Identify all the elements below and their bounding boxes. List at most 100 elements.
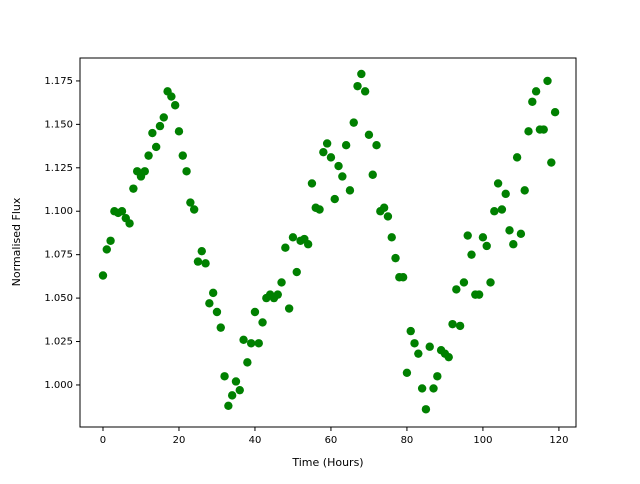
scatter-point [425,342,434,351]
scatter-point [106,236,115,245]
scatter-point [455,321,465,331]
scatter-point [117,207,127,216]
scatter-point [235,385,244,395]
scatter-point [379,203,389,212]
x-tick-label: 40 [249,435,262,446]
scatter-point [357,69,366,79]
scatter-point [398,273,408,282]
scatter-point [288,233,298,242]
scatter-point [254,339,263,348]
scatter-point [360,87,370,96]
scatter-point [208,288,218,298]
scatter-point [277,278,286,287]
y-tick-label: 1.100 [44,206,73,217]
scatter-point [303,240,313,249]
scatter-point [414,349,423,358]
x-tick-label: 120 [549,435,568,446]
scatter-point [334,161,343,171]
scatter-point [281,243,290,252]
scatter-point [467,250,476,259]
scatter-point [520,186,529,195]
scatter-point [417,384,427,393]
scatter-point [383,212,393,221]
scatter-point [174,127,184,136]
scatter-point [182,167,191,176]
scatter-point [490,207,499,216]
scatter-point [391,253,400,263]
scatter-point [448,319,457,329]
scatter-point [292,267,301,277]
scatter-point [193,257,203,266]
scatter-point [151,142,161,152]
scatter-point [189,205,199,214]
scatter-point [129,184,138,193]
scatter-point [463,231,472,240]
scatter-point [482,241,491,251]
scatter-point [402,368,412,377]
scatter-point [140,167,149,176]
x-tick-label: 80 [401,435,414,446]
scatter-point [186,198,195,207]
x-tick-label: 100 [473,435,492,446]
y-tick-label: 1.125 [44,163,73,174]
scatter-point [197,246,206,256]
scatter-point [387,233,396,242]
scatter-point [159,113,168,122]
scatter-point [452,285,461,294]
scatter-point [231,377,241,386]
scatter-point [170,101,180,110]
scatter-point [509,240,518,249]
scatter-point [478,233,488,242]
scatter-point [102,245,111,254]
scatter-point [349,118,358,127]
scatter-point [258,318,267,327]
scatter-point [505,226,514,235]
scatter-point [224,401,233,411]
scatter-point [421,405,431,414]
x-tick-label: 20 [173,435,186,446]
scatter-point [284,304,294,313]
scatter-point [406,326,415,336]
scatter-point [528,97,537,106]
y-tick-label: 1.025 [44,337,73,348]
axes-frame [79,57,577,428]
scatter-point [345,186,355,195]
scatter-point [364,130,374,139]
scatter-point [246,339,256,348]
scatter-point [543,76,552,86]
scatter-point [220,372,229,381]
scatter-point [155,121,165,131]
y-tick-label: 1.000 [44,380,73,391]
scatter-point [429,384,438,393]
y-tick-label: 1.050 [44,293,73,304]
scatter-point [516,229,526,239]
scatter-point [410,339,419,348]
scatter-point [148,128,157,138]
scatter-point [250,307,260,317]
scatter-point [353,81,362,91]
scatter-point [205,299,214,308]
scatter-point [243,358,252,367]
scatter-point [550,108,560,117]
scatter-point [227,391,237,400]
scatter-point [212,307,222,317]
scatter-point [125,219,134,228]
scatter-point [444,352,453,362]
y-tick-label: 1.075 [44,250,73,261]
scatter-point [98,271,108,280]
y-axis-label: Normalised Flux [10,197,23,286]
scatter-point [307,179,317,188]
scatter-point [167,92,176,101]
scatter-point [372,141,381,150]
scatter-point [322,139,332,148]
scatter-point [201,259,210,268]
scatter-point [474,290,484,299]
scatter-point [497,205,507,214]
scatter-point [319,147,328,157]
scatter-point [539,125,548,134]
y-tick-label: 1.150 [44,119,73,130]
scatter-point [531,87,541,96]
scatter-point [547,158,556,167]
